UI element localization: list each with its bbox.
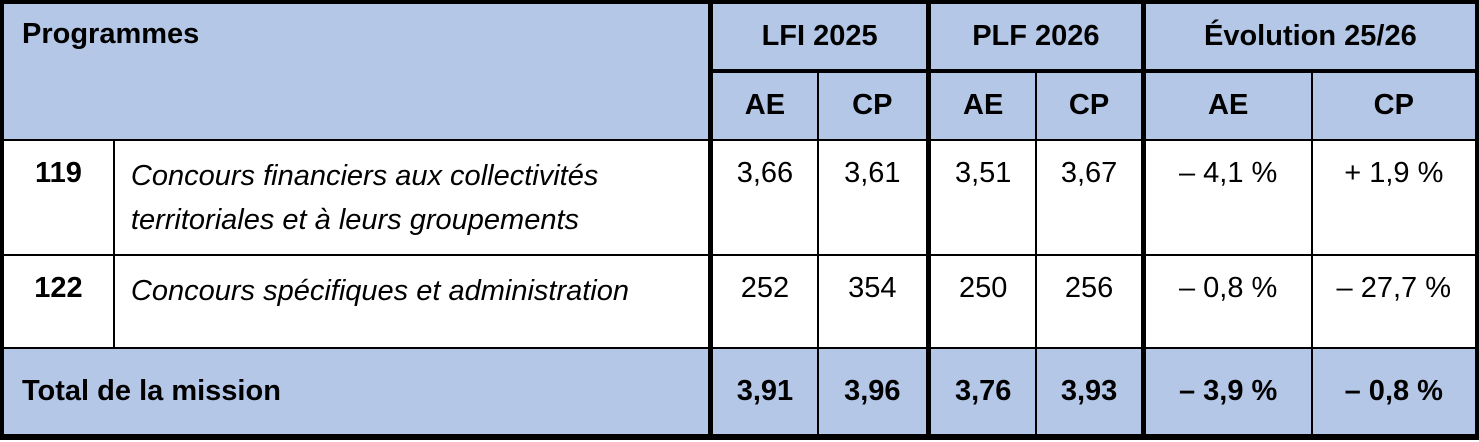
header-group-row: Programmes LFI 2025 PLF 2026 Évolution 2… (1, 1, 1478, 141)
group-header-plf-2026: PLF 2026 (926, 1, 1145, 72)
group-header-lfi-2025: LFI 2025 (708, 1, 930, 72)
programmes-header: Programmes (1, 1, 712, 141)
subheader-ae-plf: AE (926, 68, 1038, 141)
value-cell-lfi-ae: 252 (708, 253, 819, 349)
program-code-cell: 119 (1, 138, 115, 256)
subheader-cp-plf: CP (1035, 68, 1145, 141)
total-label-cell: Total de la mission (1, 346, 712, 439)
program-code-cell: 122 (1, 253, 115, 349)
subheader-ae-evolution: AE (1140, 68, 1313, 141)
value-cell-lfi-cp: 3,61 (816, 138, 930, 256)
subheader-ae-lfi: AE (708, 68, 819, 141)
value-cell-evolution-cp: + 1,9 % (1310, 138, 1479, 256)
total-value-plf-cp: 3,93 (1035, 346, 1145, 439)
program-row-122: 122 Concours spécifiques et administrati… (1, 253, 1479, 349)
subheader-cp-evolution: CP (1310, 68, 1479, 141)
total-row: Total de la mission 3,91 3,96 3,76 3,93 … (1, 346, 1479, 439)
total-value-evolution-ae: – 3,9 % (1140, 346, 1313, 439)
value-cell-evolution-cp: – 27,7 % (1310, 253, 1479, 349)
value-cell-evolution-ae: – 4,1 % (1140, 138, 1313, 256)
total-value-lfi-cp: 3,96 (816, 346, 930, 439)
subheader-cp-lfi: CP (816, 68, 930, 141)
value-cell-plf-ae: 3,51 (926, 138, 1038, 256)
value-cell-lfi-cp: 354 (816, 253, 930, 349)
program-row-119: 119 Concours financiers aux collectivité… (1, 138, 1479, 256)
program-name-cell: Concours financiers aux collectivités te… (112, 138, 712, 256)
program-name-cell: Concours spécifiques et administration (112, 253, 712, 349)
total-value-lfi-ae: 3,91 (708, 346, 819, 439)
value-cell-evolution-ae: – 0,8 % (1140, 253, 1313, 349)
value-cell-plf-cp: 3,67 (1035, 138, 1145, 256)
group-header-evolution-25-26: Évolution 25/26 (1140, 1, 1478, 72)
header-sub-row: AE CP AE CP AE CP (2, 68, 1479, 141)
total-value-evolution-cp: – 0,8 % (1310, 346, 1479, 439)
value-cell-lfi-ae: 3,66 (708, 138, 819, 256)
value-cell-plf-ae: 250 (926, 253, 1038, 349)
value-cell-plf-cp: 256 (1035, 253, 1145, 349)
total-value-plf-ae: 3,76 (926, 346, 1038, 439)
